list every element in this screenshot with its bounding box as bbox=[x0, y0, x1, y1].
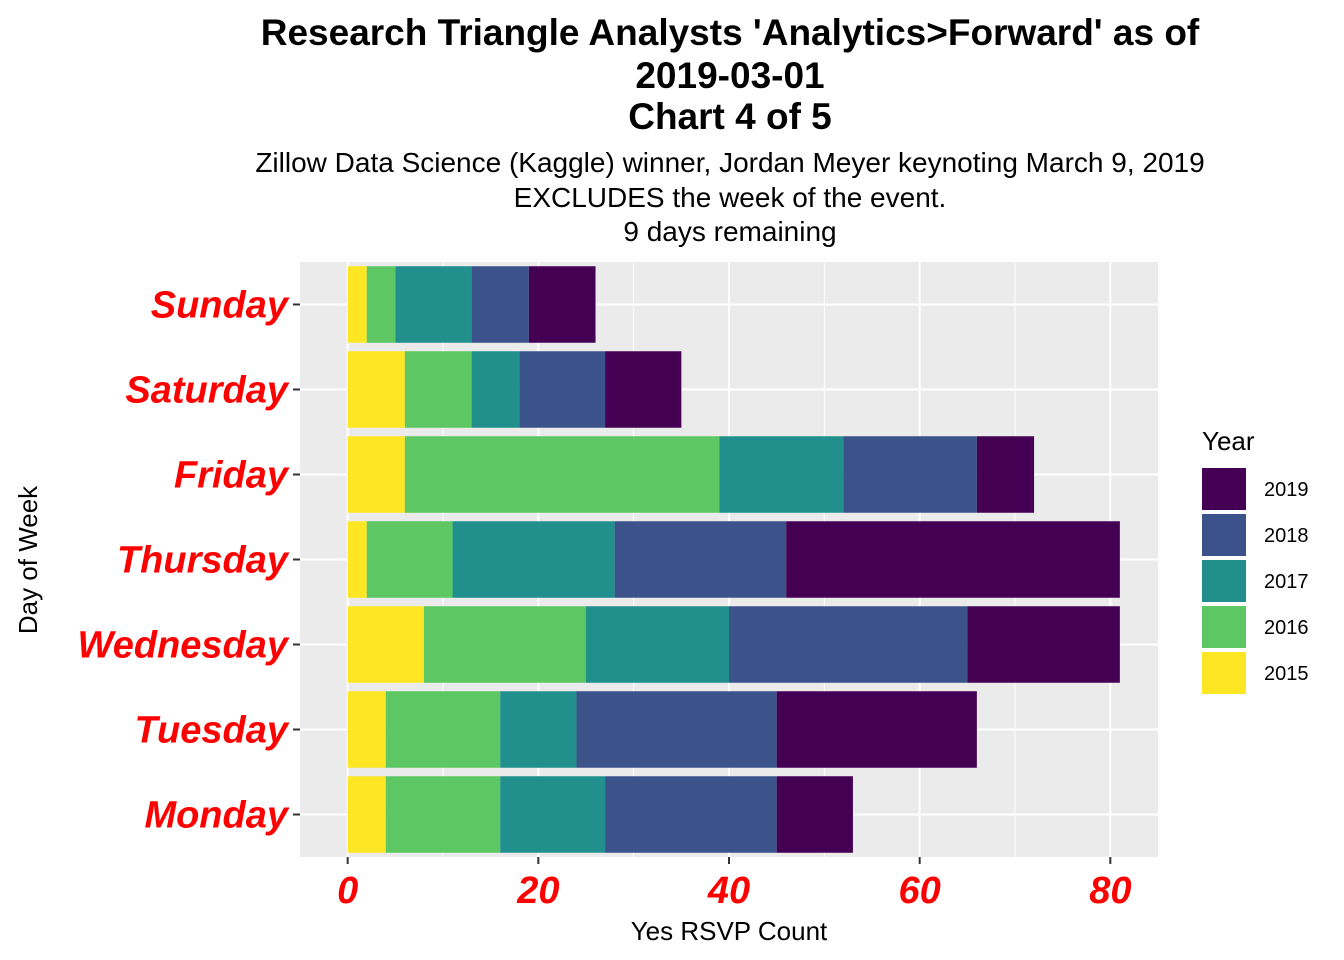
legend-label-2018: 2018 bbox=[1264, 525, 1309, 547]
x-tick-label: 60 bbox=[899, 870, 941, 912]
legend-title: Year bbox=[1202, 426, 1255, 456]
x-axis-title: Yes RSVP Count bbox=[631, 916, 828, 946]
bar-segment-monday-2015 bbox=[347, 776, 386, 853]
y-tick-label-tuesday: Tuesday bbox=[135, 710, 290, 752]
legend-label-2016: 2016 bbox=[1264, 617, 1309, 639]
y-tick-label-thursday: Thursday bbox=[117, 540, 290, 582]
bar-segment-friday-2019 bbox=[976, 436, 1035, 513]
bar-segment-wednesday-2017 bbox=[586, 606, 729, 683]
chart-subtitle-line-2: EXCLUDES the week of the event. bbox=[513, 182, 947, 213]
bar-segment-tuesday-2015 bbox=[347, 691, 386, 768]
chart-subtitle-line-3: 9 days remaining bbox=[623, 216, 837, 247]
x-tick-label: 80 bbox=[1089, 870, 1131, 912]
legend-key-2019 bbox=[1202, 468, 1246, 510]
bar-segment-friday-2018 bbox=[843, 436, 977, 513]
bar-segment-wednesday-2015 bbox=[347, 606, 424, 683]
bar-segment-monday-2019 bbox=[776, 776, 853, 853]
bar-segment-saturday-2019 bbox=[605, 351, 682, 428]
chart-title-line-1: Research Triangle Analysts 'Analytics>Fo… bbox=[260, 12, 1200, 53]
bar-segment-saturday-2017 bbox=[471, 351, 520, 428]
bar-segment-sunday-2015 bbox=[347, 266, 367, 343]
bar-segment-monday-2017 bbox=[500, 776, 606, 853]
y-tick-label-monday: Monday bbox=[144, 795, 289, 837]
bar-segment-sunday-2016 bbox=[366, 266, 396, 343]
bar-segment-wednesday-2018 bbox=[729, 606, 968, 683]
bar-segment-saturday-2016 bbox=[404, 351, 472, 428]
bar-segment-saturday-2015 bbox=[347, 351, 405, 428]
legend-key-2018 bbox=[1202, 514, 1246, 556]
legend-key-2015 bbox=[1202, 652, 1246, 694]
legend-key-2017 bbox=[1202, 560, 1246, 602]
x-axis: 0 20 40 60 80 bbox=[337, 857, 1131, 912]
bar-segment-friday-2016 bbox=[404, 436, 720, 513]
bar-segment-sunday-2017 bbox=[395, 266, 472, 343]
y-tick-label-friday: Friday bbox=[174, 455, 290, 497]
bar-segment-tuesday-2016 bbox=[385, 691, 501, 768]
y-tick-label-sunday: Sunday bbox=[151, 285, 290, 327]
bar-segment-wednesday-2016 bbox=[423, 606, 586, 683]
bar-segment-sunday-2018 bbox=[471, 266, 529, 343]
bar-segment-thursday-2016 bbox=[366, 521, 453, 598]
bar-segment-thursday-2019 bbox=[786, 521, 1120, 598]
bar-segment-sunday-2019 bbox=[528, 266, 596, 343]
legend-key-2016 bbox=[1202, 606, 1246, 648]
bar-segment-tuesday-2017 bbox=[500, 691, 577, 768]
bar-segment-friday-2015 bbox=[347, 436, 405, 513]
bar-segment-thursday-2017 bbox=[452, 521, 615, 598]
bar-segment-tuesday-2018 bbox=[576, 691, 777, 768]
y-tick-label-wednesday: Wednesday bbox=[78, 625, 290, 667]
bar-segment-thursday-2015 bbox=[347, 521, 367, 598]
legend-label-2019: 2019 bbox=[1264, 479, 1309, 501]
x-tick-label: 0 bbox=[337, 870, 358, 912]
bar-segment-monday-2018 bbox=[605, 776, 777, 853]
chart-title-line-3: Chart 4 of 5 bbox=[628, 96, 832, 137]
y-axis-title: Day of Week bbox=[13, 485, 43, 634]
chart-subtitle-line-1: Zillow Data Science (Kaggle) winner, Jor… bbox=[255, 147, 1205, 178]
bar-segment-friday-2017 bbox=[719, 436, 844, 513]
legend-label-2015: 2015 bbox=[1264, 663, 1309, 685]
chart-title-line-2: 2019-03-01 bbox=[635, 55, 825, 96]
x-tick-label: 20 bbox=[516, 870, 559, 912]
bar-segment-monday-2016 bbox=[385, 776, 501, 853]
legend: Year 2019 2018 2017 2016 2015 bbox=[1202, 426, 1309, 694]
bar-segment-thursday-2018 bbox=[614, 521, 787, 598]
legend-label-2017: 2017 bbox=[1264, 571, 1309, 593]
x-tick-label: 40 bbox=[707, 870, 750, 912]
y-axis: Monday Tuesday Wednesday Thursday Friday Satu… bbox=[78, 285, 300, 837]
bar-segment-wednesday-2019 bbox=[967, 606, 1120, 683]
y-tick-label-saturday: Saturday bbox=[125, 370, 289, 412]
bar-segment-tuesday-2019 bbox=[776, 691, 977, 768]
bars bbox=[347, 266, 1120, 853]
bar-segment-saturday-2018 bbox=[519, 351, 606, 428]
